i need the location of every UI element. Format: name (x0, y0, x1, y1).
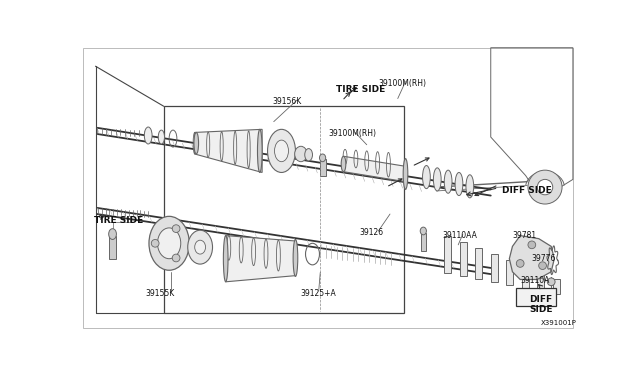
Text: X391001P: X391001P (540, 320, 576, 326)
Ellipse shape (528, 170, 562, 204)
Bar (444, 235, 451, 273)
Bar (421, 232, 426, 251)
Bar (164, 106, 404, 312)
Text: TIRE SIDE: TIRE SIDE (336, 85, 385, 94)
Text: 39110A: 39110A (520, 276, 550, 285)
Text: 39110AA: 39110AA (442, 231, 477, 240)
Ellipse shape (319, 154, 326, 162)
Bar (553, 279, 560, 294)
Ellipse shape (172, 254, 180, 262)
Bar (476, 248, 482, 279)
Ellipse shape (444, 170, 452, 193)
Text: 39155K: 39155K (146, 289, 175, 298)
Text: 39100M(RH): 39100M(RH) (328, 129, 376, 138)
Ellipse shape (194, 132, 198, 154)
Ellipse shape (537, 179, 553, 195)
Ellipse shape (188, 230, 212, 264)
Text: TIRE SIDE: TIRE SIDE (94, 216, 143, 225)
Ellipse shape (158, 130, 164, 144)
Ellipse shape (539, 262, 547, 269)
Ellipse shape (157, 228, 180, 259)
Ellipse shape (305, 148, 312, 161)
Bar (491, 254, 498, 282)
Ellipse shape (294, 146, 307, 162)
Bar (320, 158, 326, 176)
Text: 39156K: 39156K (272, 97, 301, 106)
Bar (109, 235, 116, 259)
Ellipse shape (275, 140, 289, 162)
Polygon shape (195, 129, 262, 173)
Ellipse shape (433, 168, 441, 191)
Ellipse shape (257, 129, 262, 173)
Text: DIFF SIDE: DIFF SIDE (502, 186, 552, 195)
Bar (537, 273, 544, 291)
Text: 39776: 39776 (531, 254, 556, 263)
Ellipse shape (293, 240, 298, 276)
Ellipse shape (149, 217, 189, 270)
Ellipse shape (516, 260, 524, 267)
Ellipse shape (151, 240, 159, 247)
Ellipse shape (172, 225, 180, 232)
Text: 39781: 39781 (513, 231, 536, 240)
Ellipse shape (195, 240, 205, 254)
Polygon shape (226, 235, 296, 282)
Ellipse shape (109, 229, 116, 240)
Bar (522, 266, 529, 288)
Ellipse shape (455, 173, 463, 196)
Ellipse shape (547, 278, 555, 286)
Text: 39126: 39126 (359, 228, 383, 237)
Ellipse shape (223, 235, 228, 282)
Text: DIFF
SIDE: DIFF SIDE (529, 295, 553, 314)
Polygon shape (509, 235, 554, 279)
Polygon shape (344, 156, 406, 182)
Ellipse shape (420, 227, 426, 235)
Ellipse shape (341, 156, 346, 172)
Ellipse shape (422, 166, 430, 189)
Text: 39100M(RH): 39100M(RH) (378, 78, 426, 87)
Ellipse shape (403, 158, 408, 189)
Ellipse shape (466, 175, 474, 198)
Bar (516, 288, 556, 307)
Ellipse shape (268, 129, 296, 173)
Ellipse shape (528, 241, 536, 249)
Text: 39125+A: 39125+A (301, 289, 337, 298)
Ellipse shape (145, 127, 152, 144)
Bar (460, 242, 467, 276)
Bar (506, 260, 513, 285)
